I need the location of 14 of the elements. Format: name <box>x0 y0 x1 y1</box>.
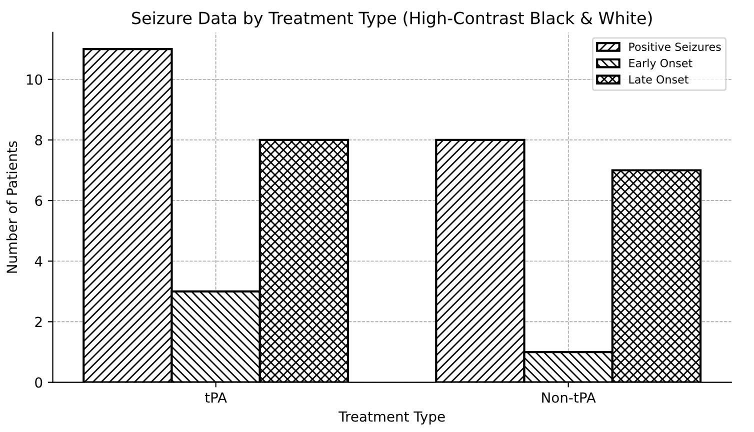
legend-label: Late Onset <box>629 75 688 84</box>
legend-label: Early Onset <box>629 58 692 70</box>
y-tick-label: 4 <box>34 256 42 266</box>
x-tick-label: tPA <box>204 392 227 403</box>
chart-title: Seizure Data by Treatment Type (High-Contrast Black & White) <box>132 11 652 28</box>
y-tick-label: 2 <box>35 316 42 328</box>
x-axis-title: Treatment Type <box>338 411 445 424</box>
y-axis-title: Number of Patients <box>6 141 18 273</box>
x-tick-label: Non-tPA <box>542 392 596 403</box>
y-tick-label: 0 <box>35 377 42 388</box>
y-tick-label: 10 <box>26 74 42 85</box>
legend-label: Positive Seizures <box>629 42 721 51</box>
y-tick-label: 6 <box>35 196 42 206</box>
y-tick-label: 8 <box>35 134 42 146</box>
